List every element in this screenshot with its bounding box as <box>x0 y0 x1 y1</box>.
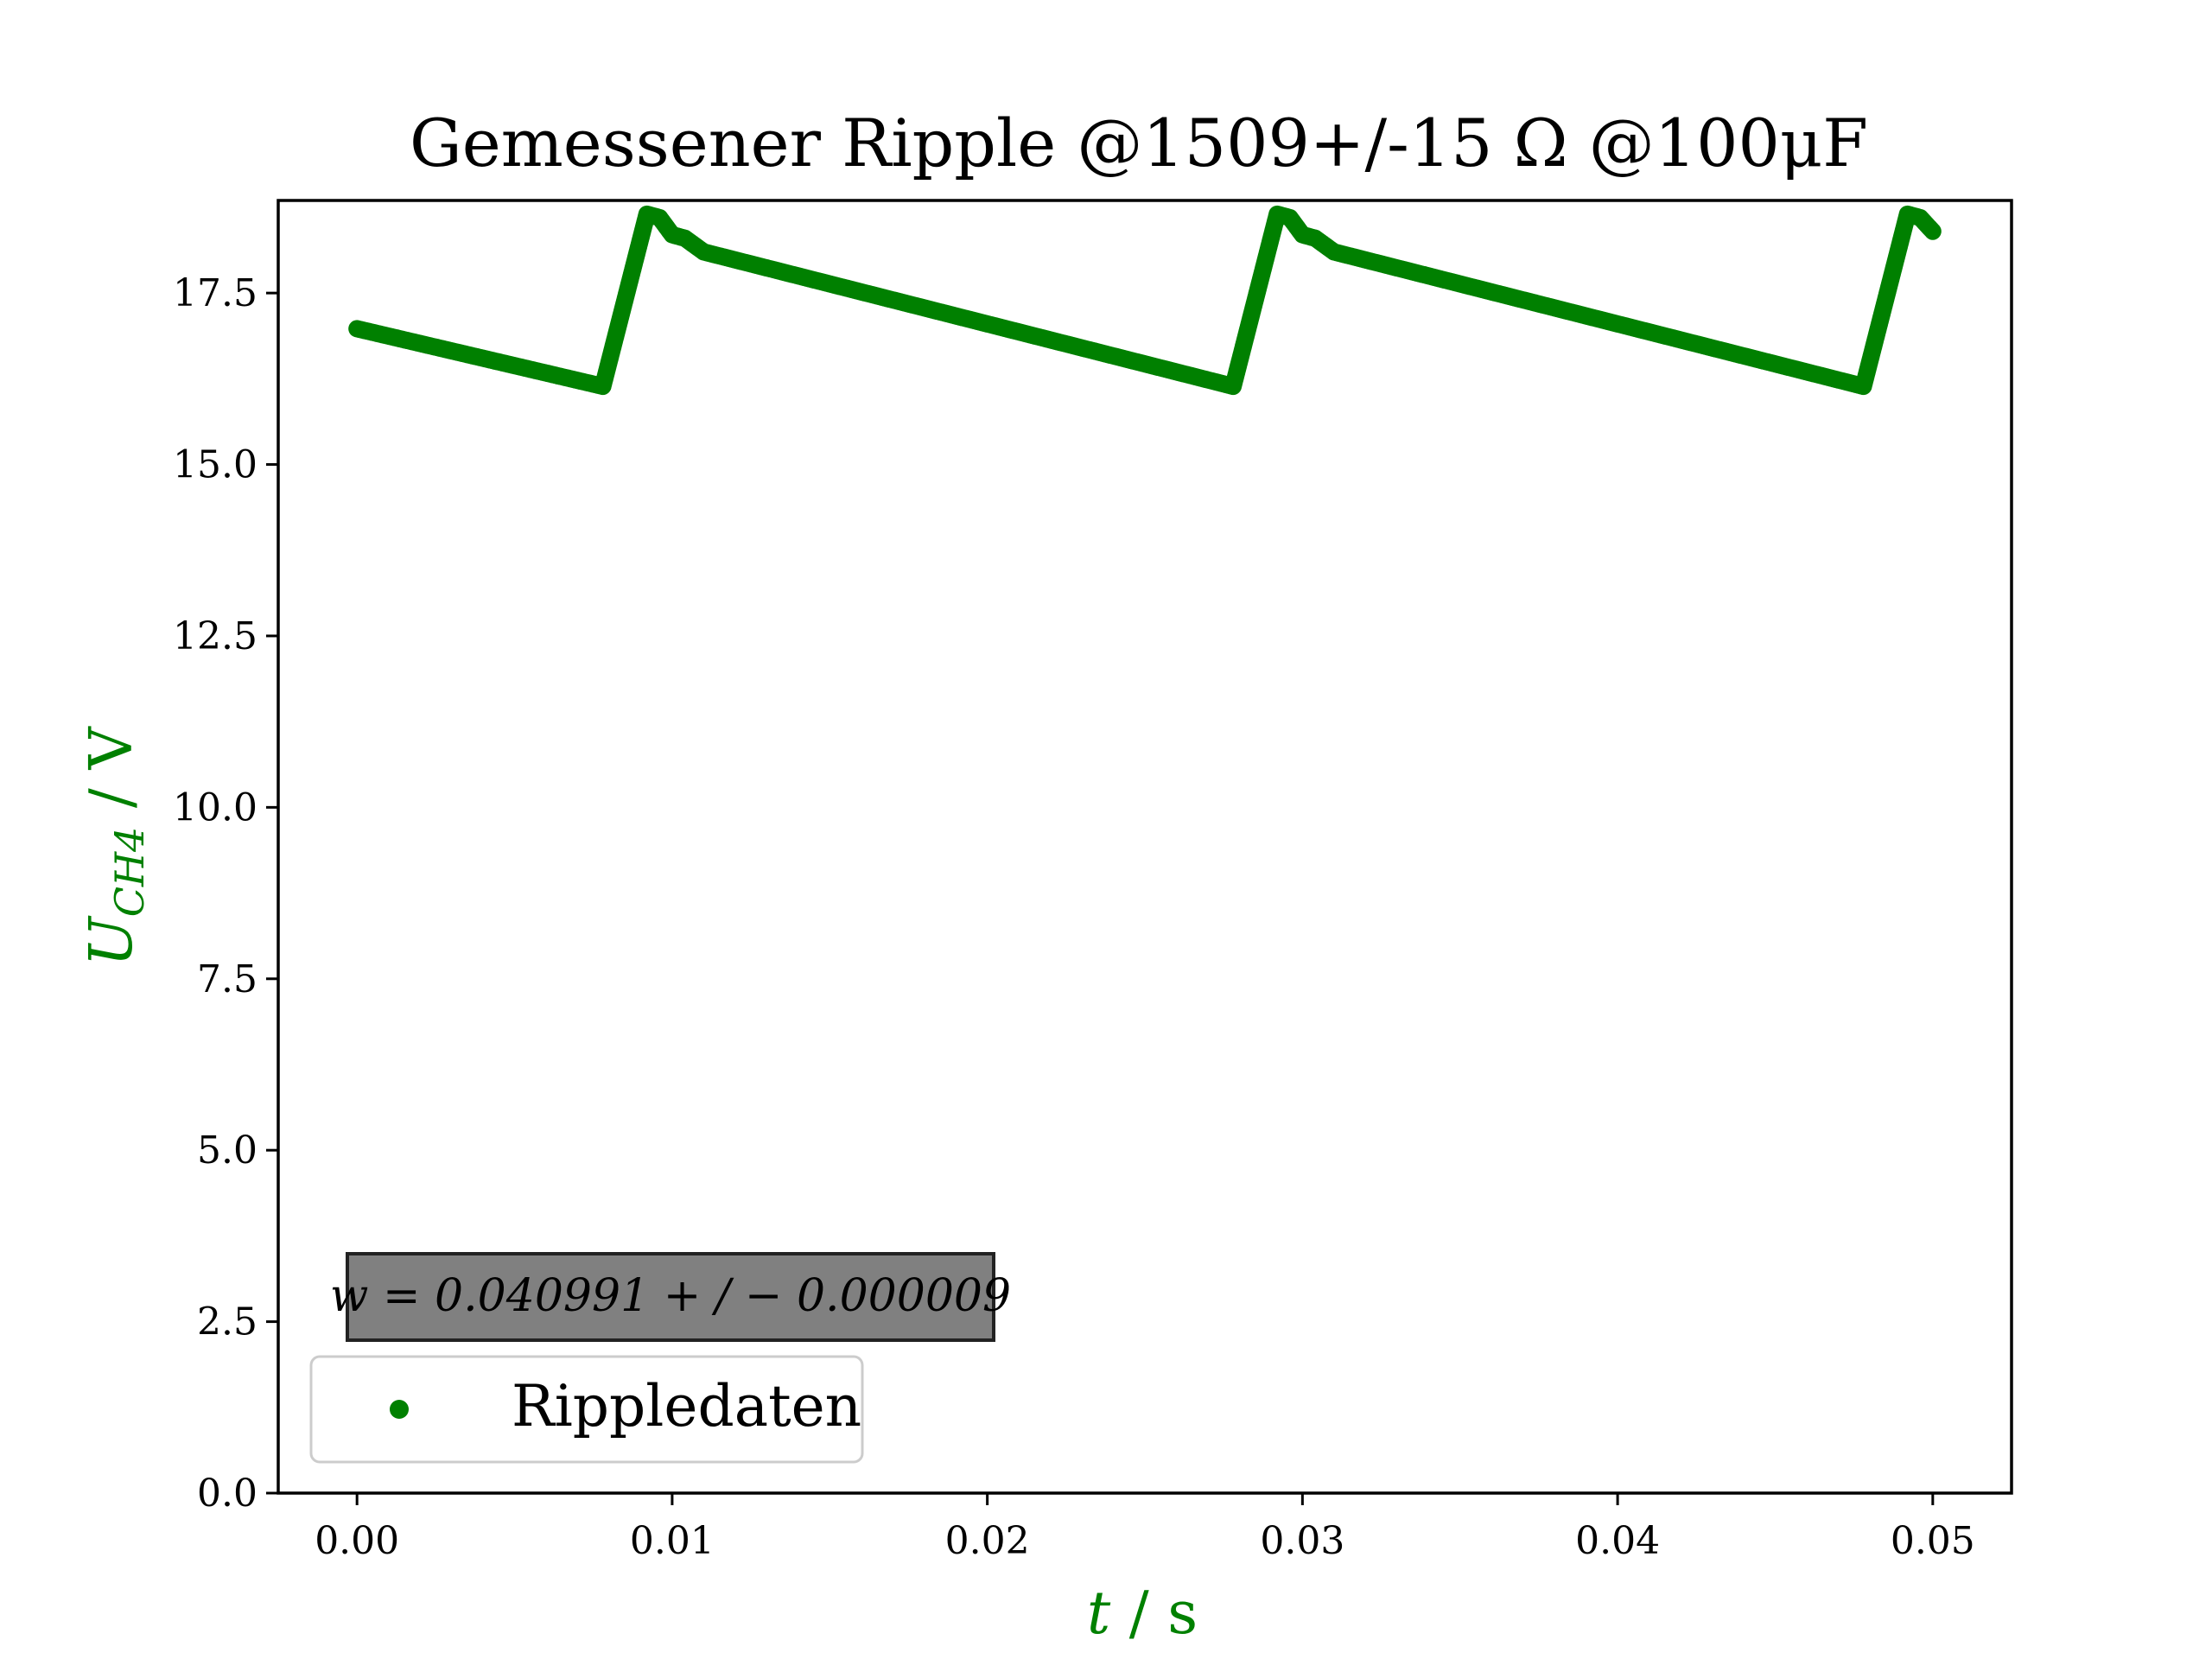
annotation-text: w = 0.040991 + / − 0.000009 <box>330 1270 1011 1322</box>
x-axis: 0.00 0.01 0.02 0.03 0.04 0.05 <box>315 1493 1975 1563</box>
x-tick-label: 0.05 <box>1891 1519 1975 1563</box>
y-axis-subscript: CH4 <box>106 827 153 918</box>
x-tick-label: 0.03 <box>1260 1519 1344 1563</box>
data-point <box>1923 222 1942 240</box>
x-axis-unit: / s <box>1110 1580 1198 1648</box>
x-tick-label: 0.02 <box>945 1519 1030 1563</box>
legend-entry-rippledaten: Rippledaten <box>512 1373 861 1440</box>
y-tick-label: 10.0 <box>173 785 257 830</box>
y-tick-label: 12.5 <box>173 614 257 658</box>
x-tick-label: 0.00 <box>315 1519 399 1563</box>
plot-area <box>348 205 1942 396</box>
legend: Rippledaten <box>309 1355 864 1464</box>
x-axis-variable: t <box>1087 1580 1111 1648</box>
y-axis-unit: / V <box>78 726 146 827</box>
x-tick-label: 0.01 <box>630 1519 715 1563</box>
y-tick-label: 17.5 <box>173 271 257 315</box>
y-axis: 0.0 2.5 5.0 7.5 10.0 12.5 15.0 17.5 <box>173 271 278 1516</box>
legend-marker <box>390 1400 409 1419</box>
chart-title: Gemessener Ripple @1509+/-15 Ω @100μF <box>410 105 1868 181</box>
y-tick-label: 7.5 <box>197 957 257 1001</box>
y-tick-label: 15.0 <box>173 443 257 487</box>
y-tick-label: 0.0 <box>197 1471 257 1516</box>
legend-frame <box>309 1355 864 1464</box>
axes-frame <box>276 199 2013 1495</box>
x-tick-label: 0.04 <box>1575 1519 1660 1563</box>
annotation-background <box>346 1252 995 1342</box>
annotation-box: w = 0.040991 + / − 0.000009 <box>330 1252 1011 1342</box>
y-axis-variable: U <box>78 915 146 967</box>
y-tick-label: 5.0 <box>197 1128 257 1173</box>
y-tick-label: 2.5 <box>197 1300 257 1344</box>
y-axis-label: UCH4 / V <box>78 726 153 967</box>
x-axis-label: t / s <box>1087 1580 1198 1648</box>
